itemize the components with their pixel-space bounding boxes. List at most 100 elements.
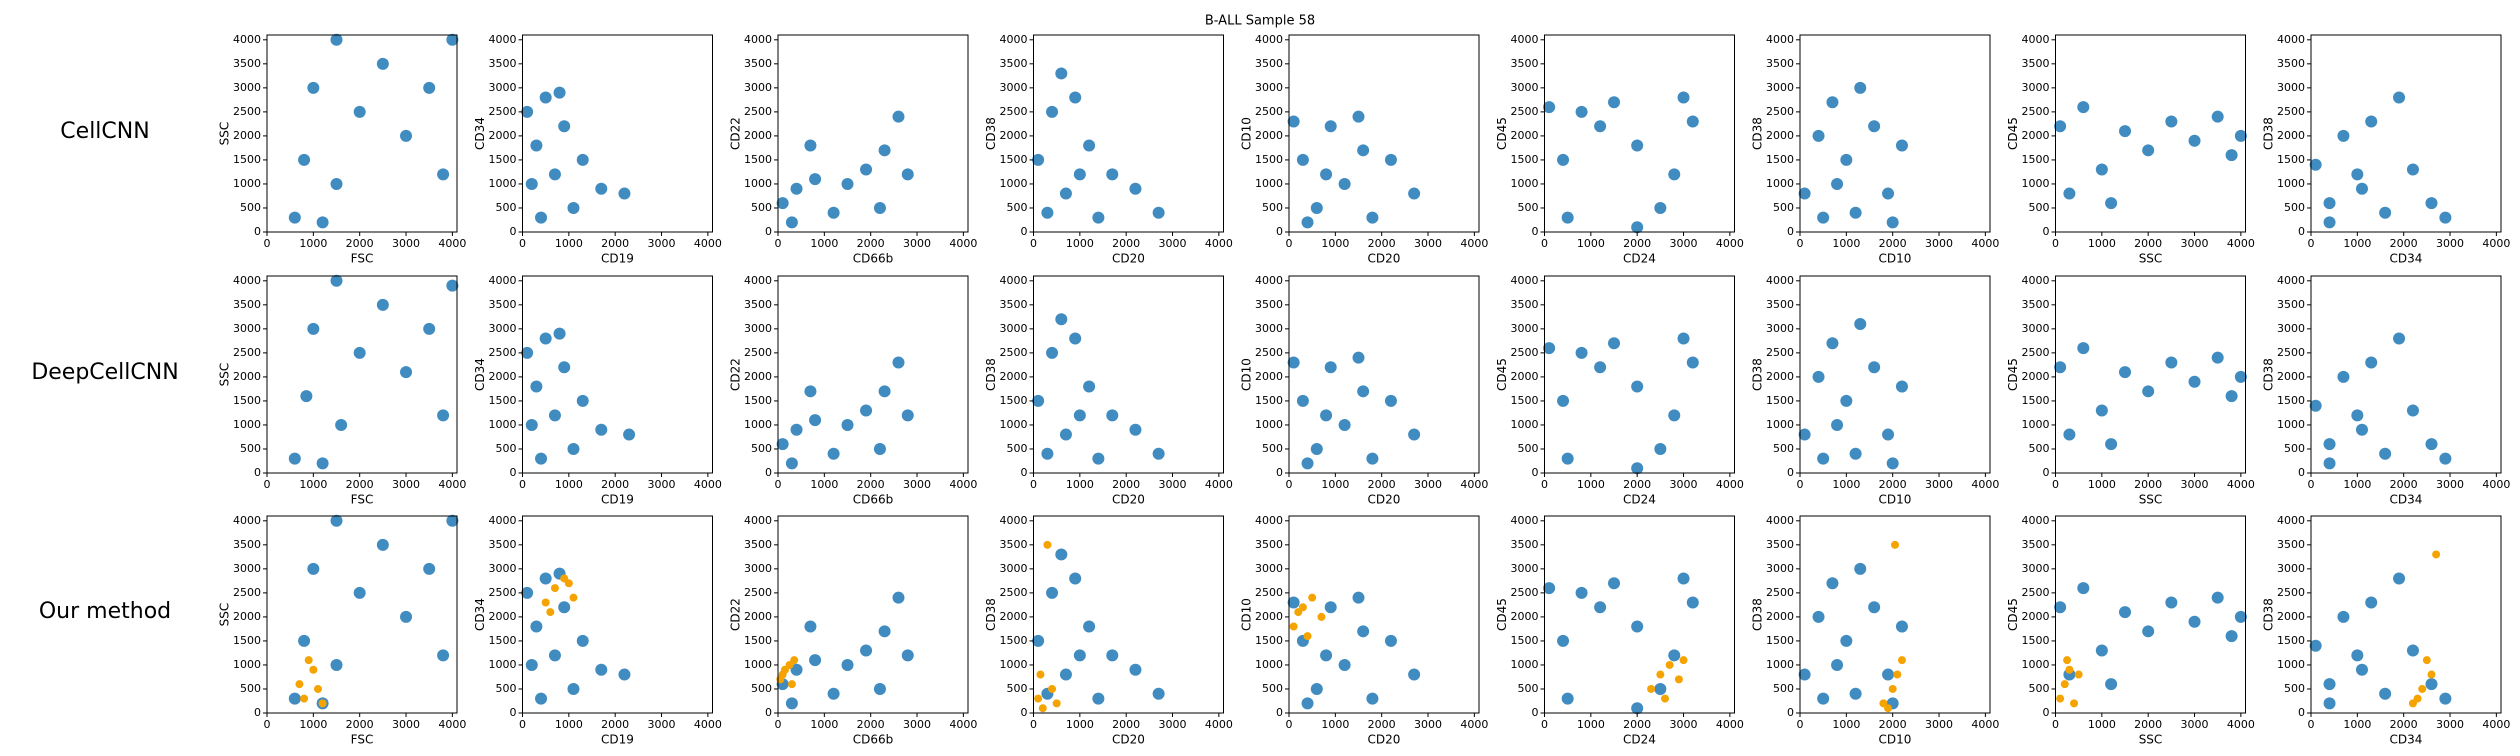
y-tick-label: 2500 xyxy=(744,586,772,599)
y-tick-label: 3500 xyxy=(2022,538,2050,551)
point xyxy=(873,682,886,695)
point xyxy=(1840,153,1853,166)
x-tick-label: 0 xyxy=(1286,718,1293,731)
y-tick-label: 4000 xyxy=(2022,33,2050,46)
plot-frame xyxy=(777,275,969,474)
point xyxy=(785,697,798,710)
y-tick-label: 500 xyxy=(751,682,772,695)
plot-frame xyxy=(266,275,458,474)
point xyxy=(809,414,822,427)
x-axis-label: CD20 xyxy=(1112,733,1145,747)
x-tick-label: 4000 xyxy=(2227,237,2255,250)
y-tick-label: 1000 xyxy=(1255,658,1283,671)
y-tick-label: 2000 xyxy=(2022,610,2050,623)
point xyxy=(1320,649,1333,662)
x-tick-label: 4000 xyxy=(694,718,722,731)
y-tick-label: 2000 xyxy=(2022,370,2050,383)
x-tick-label: 1000 xyxy=(2343,718,2371,731)
x-tick-label: 1000 xyxy=(555,478,583,491)
x-tick-label: 4000 xyxy=(2482,478,2510,491)
point xyxy=(2418,684,2427,693)
point xyxy=(1043,540,1052,549)
plot-area xyxy=(522,516,713,713)
y-tick-label: 500 xyxy=(1262,201,1283,214)
y-tick-label: 500 xyxy=(1518,201,1539,214)
point xyxy=(1055,548,1068,561)
x-tick-label: 1000 xyxy=(1321,718,1349,731)
point xyxy=(541,598,550,607)
x-tick-label: 2000 xyxy=(857,718,885,731)
point xyxy=(2337,610,2350,623)
point xyxy=(1092,452,1105,465)
y-tick-label: 2500 xyxy=(1255,346,1283,359)
point xyxy=(1310,201,1323,214)
point xyxy=(841,658,854,671)
point xyxy=(2188,615,2201,628)
y-tick-label: 1000 xyxy=(1000,418,1028,431)
y-tick-label: 2500 xyxy=(2277,105,2305,118)
y-tick-label: 0 xyxy=(1532,225,1539,238)
point xyxy=(569,593,578,602)
point xyxy=(1817,211,1830,224)
y-tick-label: 3000 xyxy=(2277,562,2305,575)
point xyxy=(827,206,840,219)
point xyxy=(1674,675,1683,684)
x-axis-label: CD20 xyxy=(1112,493,1145,507)
point xyxy=(400,129,413,142)
y-tick-label: 4000 xyxy=(2277,274,2305,287)
y-tick-label: 3000 xyxy=(1511,322,1539,335)
x-tick-label: 4000 xyxy=(1460,718,1488,731)
y-tick-label: 0 xyxy=(2298,466,2305,479)
point xyxy=(1308,593,1317,602)
x-tick-label: 2000 xyxy=(2134,237,2162,250)
point xyxy=(1631,380,1644,393)
point xyxy=(1660,694,1669,703)
panel: 0 1000 2000 3000 4000 0 500 1000 1500 2000 2500 300… xyxy=(729,274,978,507)
x-tick-label: 3000 xyxy=(1159,237,1187,250)
x-tick-label: 4000 xyxy=(1460,237,1488,250)
point xyxy=(1357,144,1370,157)
y-tick-label: 4000 xyxy=(233,274,261,287)
point xyxy=(353,346,366,359)
y-tick-label: 2500 xyxy=(233,346,261,359)
y-tick-label: 2000 xyxy=(233,370,261,383)
point xyxy=(2422,656,2431,665)
y-tick-label: 1500 xyxy=(2022,394,2050,407)
point xyxy=(1310,442,1323,455)
y-tick-label: 1500 xyxy=(744,153,772,166)
y-tick-label: 4000 xyxy=(744,274,772,287)
point xyxy=(2234,610,2247,623)
y-tick-label: 2500 xyxy=(2022,586,2050,599)
y-tick-label: 4000 xyxy=(233,514,261,527)
y-tick-label: 3000 xyxy=(1255,81,1283,94)
plot-area xyxy=(522,35,713,232)
x-tick-label: 4000 xyxy=(949,478,977,491)
x-tick-label: 1000 xyxy=(1066,478,1094,491)
point xyxy=(1608,96,1621,109)
x-tick-label: 0 xyxy=(775,718,782,731)
point xyxy=(1668,409,1681,422)
x-tick-label: 2000 xyxy=(1879,718,1907,731)
point xyxy=(313,684,322,693)
y-tick-label: 3500 xyxy=(233,538,261,551)
point xyxy=(2211,351,2224,364)
x-tick-label: 2000 xyxy=(1368,718,1396,731)
point xyxy=(550,584,559,593)
plot-area xyxy=(522,276,713,473)
panel: 0 1000 2000 3000 4000 0 500 1000 1500 2000 2500 300… xyxy=(2006,33,2255,266)
y-axis-label: CD22 xyxy=(729,598,743,631)
plot-frame xyxy=(1799,34,1991,233)
point xyxy=(1083,139,1096,152)
y-tick-label: 1000 xyxy=(489,658,517,671)
point xyxy=(2406,163,2419,176)
y-tick-label: 1500 xyxy=(489,394,517,407)
x-tick-label: 1000 xyxy=(810,478,838,491)
y-tick-label: 2500 xyxy=(489,586,517,599)
x-tick-label: 0 xyxy=(1286,478,1293,491)
plot-frame xyxy=(1033,34,1224,233)
point xyxy=(1338,177,1351,190)
point xyxy=(423,322,436,335)
y-tick-label: 3500 xyxy=(1766,57,1794,70)
x-tick-label: 2000 xyxy=(1623,237,1651,250)
point xyxy=(1055,313,1068,326)
